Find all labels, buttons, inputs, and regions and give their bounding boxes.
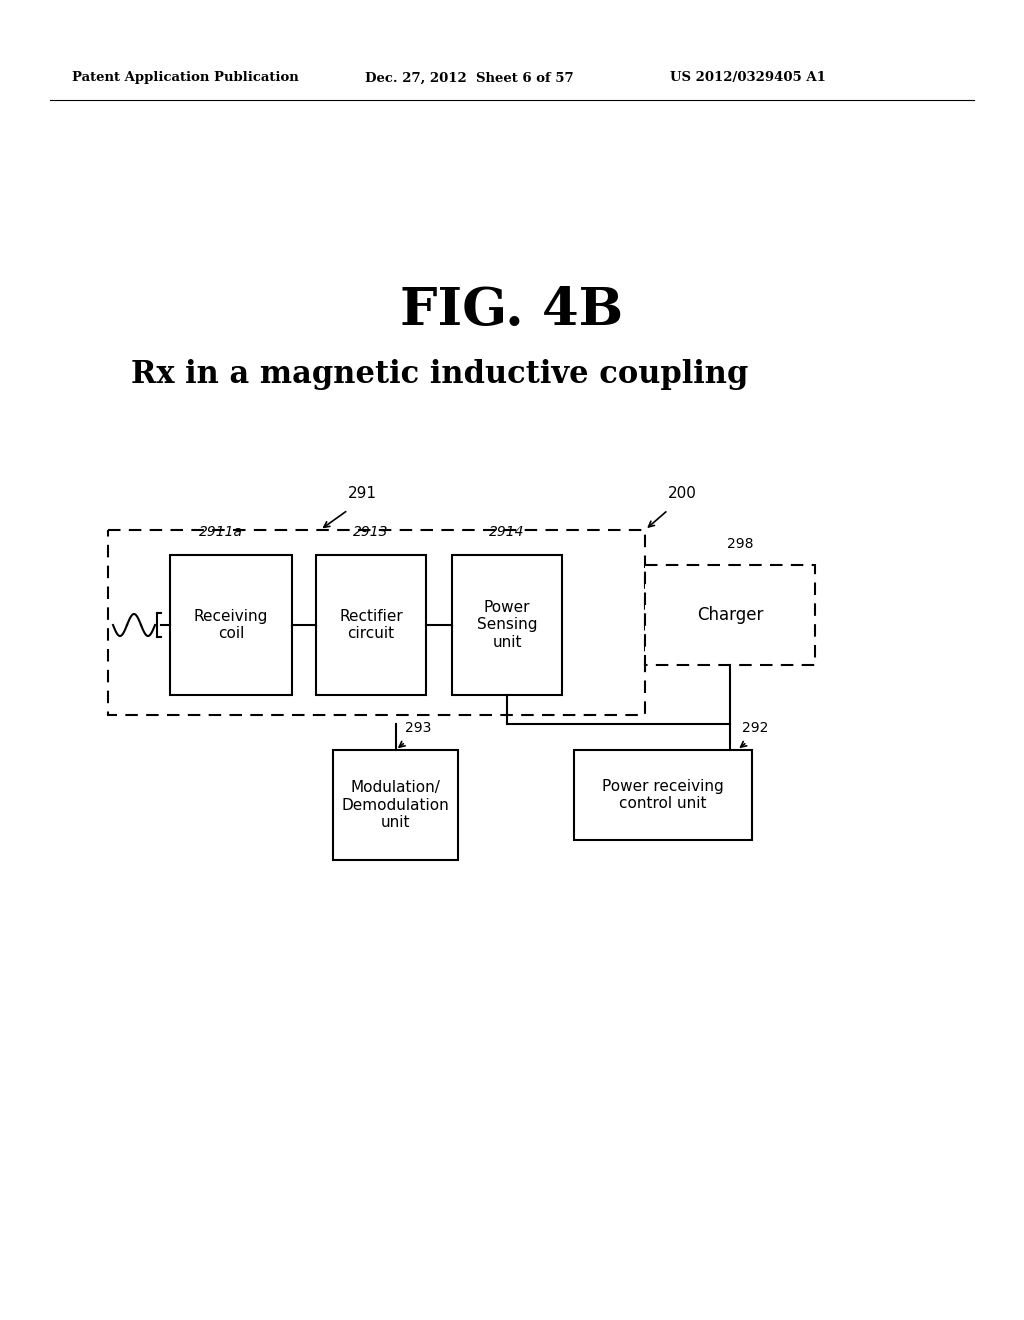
Text: Patent Application Publication: Patent Application Publication (72, 71, 299, 84)
Text: 291: 291 (348, 486, 377, 502)
Bar (645, 565, 815, 665)
Text: 200: 200 (668, 486, 697, 502)
Bar (452, 554, 562, 696)
Text: Charger: Charger (696, 606, 763, 624)
Text: 293: 293 (406, 721, 432, 735)
Text: Receiving
coil: Receiving coil (194, 609, 268, 642)
Text: 2913: 2913 (353, 525, 389, 539)
Text: 2914: 2914 (489, 525, 524, 539)
Text: Modulation/
Demodulation
unit: Modulation/ Demodulation unit (342, 780, 450, 830)
Bar (574, 750, 752, 840)
Text: US 2012/0329405 A1: US 2012/0329405 A1 (670, 71, 826, 84)
Text: 298: 298 (727, 537, 754, 550)
Text: Rx in a magnetic inductive coupling: Rx in a magnetic inductive coupling (131, 359, 749, 391)
Bar (316, 554, 426, 696)
Text: 2911a: 2911a (199, 525, 243, 539)
Text: Power receiving
control unit: Power receiving control unit (602, 779, 724, 812)
Text: Rectifier
circuit: Rectifier circuit (339, 609, 402, 642)
Bar (108, 531, 645, 715)
Bar (170, 554, 292, 696)
Text: FIG. 4B: FIG. 4B (400, 285, 624, 335)
Text: 292: 292 (742, 721, 768, 735)
Bar (333, 750, 458, 861)
Text: Power
Sensing
unit: Power Sensing unit (477, 601, 538, 649)
Text: Dec. 27, 2012  Sheet 6 of 57: Dec. 27, 2012 Sheet 6 of 57 (365, 71, 573, 84)
